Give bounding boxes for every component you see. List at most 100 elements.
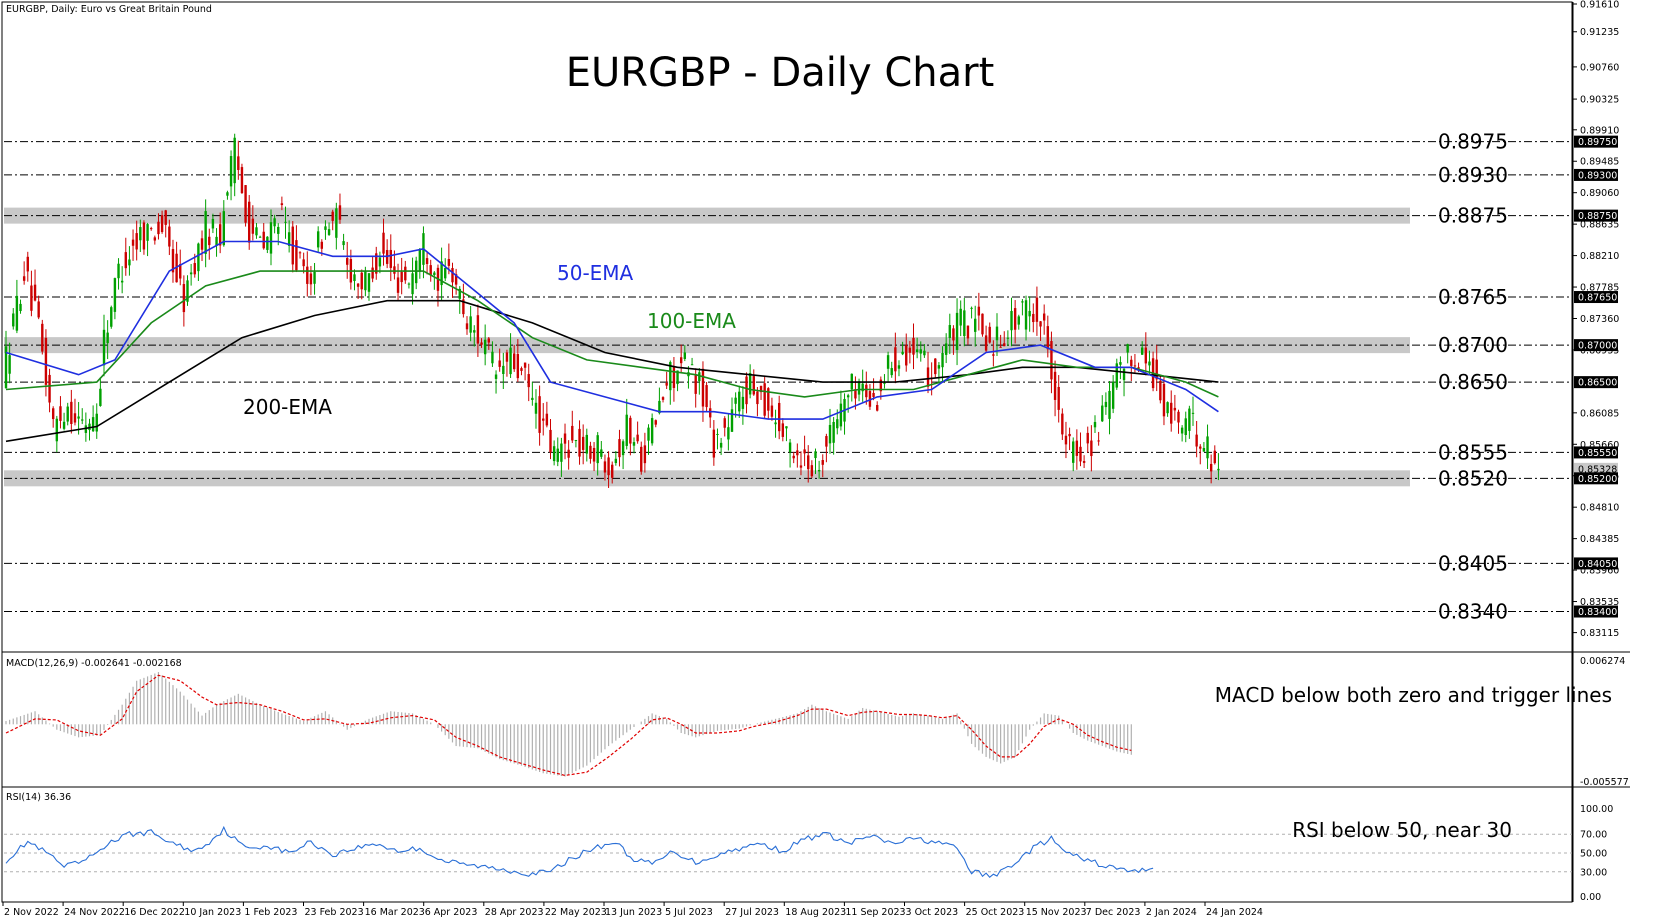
candle-body xyxy=(1148,361,1151,366)
candle-body xyxy=(1021,301,1024,303)
candle-body xyxy=(886,355,890,369)
candle-body xyxy=(444,268,447,279)
candle-body xyxy=(411,273,414,295)
candle-body xyxy=(197,243,200,272)
candle-body xyxy=(970,307,973,309)
candle-body xyxy=(923,350,926,356)
candle-body xyxy=(716,433,719,435)
candle-body xyxy=(767,388,770,411)
candle-body xyxy=(33,284,37,301)
level-label: 0.8405 xyxy=(1438,551,1508,575)
candle-body xyxy=(632,442,636,446)
candle-body xyxy=(240,167,244,194)
candle-body xyxy=(567,449,570,458)
candle-body xyxy=(284,221,287,223)
candle-body xyxy=(157,221,160,235)
candle-body xyxy=(948,325,951,339)
candle-body xyxy=(186,280,189,302)
candle-body xyxy=(473,330,476,333)
candle-body xyxy=(327,229,331,235)
candle-body xyxy=(37,301,40,318)
candle-body xyxy=(8,355,11,374)
candle-body xyxy=(84,425,88,433)
candle-body xyxy=(389,249,392,268)
candle-body xyxy=(832,421,835,443)
date-label: 7 Dec 2023 xyxy=(1086,907,1141,918)
rsi-tick-label: 70.00 xyxy=(1580,830,1607,841)
candle-body xyxy=(578,428,581,457)
candle-body xyxy=(41,323,44,352)
price-tick-label: 0.83115 xyxy=(1580,628,1619,639)
candle-body xyxy=(854,389,857,399)
level-price-badge xyxy=(1574,209,1618,222)
price-tick-label: 0.84385 xyxy=(1580,534,1619,545)
candle-body xyxy=(759,385,763,393)
chart-title: EURGBP - Daily Chart xyxy=(566,50,995,96)
candle-body xyxy=(139,227,142,241)
candle-body xyxy=(963,310,966,337)
level-label: 0.8765 xyxy=(1438,285,1508,309)
candle-body xyxy=(164,210,167,225)
rsi-tick-label: 30.00 xyxy=(1580,867,1607,878)
candle-body xyxy=(160,215,164,233)
candle-body xyxy=(531,397,534,401)
candle-body xyxy=(168,226,171,247)
candle-body xyxy=(821,460,824,465)
candle-body xyxy=(15,295,19,331)
candle-body xyxy=(865,384,868,398)
price-badge-label: 0.85550 xyxy=(1578,448,1617,459)
candle-body xyxy=(977,306,981,316)
ema50-label: 50-EMA xyxy=(557,261,634,285)
candle-body xyxy=(589,445,592,459)
candle-body xyxy=(814,451,817,459)
candle-body xyxy=(81,419,84,421)
candle-body xyxy=(4,346,8,389)
chart-border xyxy=(1,1,1573,903)
candle-body xyxy=(1039,321,1042,327)
candle-body xyxy=(658,400,661,414)
level-label: 0.8975 xyxy=(1438,130,1508,154)
candle-body xyxy=(204,211,207,254)
candle-body xyxy=(919,349,922,354)
price-axis-ticks: 0.91610 0.91235 0.90760 0.90325 0.89910 0.894… xyxy=(1573,0,1619,639)
candle-body xyxy=(433,272,436,276)
candle-body xyxy=(509,347,512,375)
candle-body xyxy=(208,236,211,246)
candle-body xyxy=(193,263,196,275)
candle-body xyxy=(777,402,781,432)
candlesticks xyxy=(4,133,1220,488)
candle-body xyxy=(999,346,1002,348)
macd-tick-label: -0.005577 xyxy=(1580,777,1629,788)
candle-body xyxy=(534,402,538,414)
date-label: 1 Feb 2023 xyxy=(244,907,297,918)
macd-signal-line xyxy=(5,674,1132,777)
candle-body xyxy=(926,367,930,387)
candle-body xyxy=(494,374,498,379)
candle-body xyxy=(694,375,697,394)
candle-body xyxy=(19,303,22,312)
candle-body xyxy=(890,368,893,376)
candle-body xyxy=(618,439,621,458)
date-label: 24 Nov 2022 xyxy=(64,907,125,918)
candle-body xyxy=(59,406,62,421)
candle-body xyxy=(516,354,520,379)
date-label: 16 Dec 2022 xyxy=(124,907,185,918)
candle-body xyxy=(62,421,66,429)
candle-body xyxy=(1101,405,1104,422)
candle-body xyxy=(1115,363,1118,388)
price-badge-label: 0.86500 xyxy=(1578,378,1617,389)
candle-body xyxy=(320,241,324,249)
candle-body xyxy=(785,426,788,429)
candle-body xyxy=(73,413,77,423)
candle-body xyxy=(596,435,599,464)
candle-body xyxy=(698,372,701,382)
candle-body xyxy=(335,208,338,238)
candle-body xyxy=(1046,326,1050,350)
candle-body xyxy=(1170,402,1173,424)
candle-body xyxy=(251,218,255,234)
rsi-header: RSI(14) 36.36 xyxy=(6,792,71,803)
candle-body xyxy=(1024,300,1028,330)
candle-body xyxy=(356,283,360,287)
candle-body xyxy=(563,433,567,444)
candle-body xyxy=(520,368,523,371)
